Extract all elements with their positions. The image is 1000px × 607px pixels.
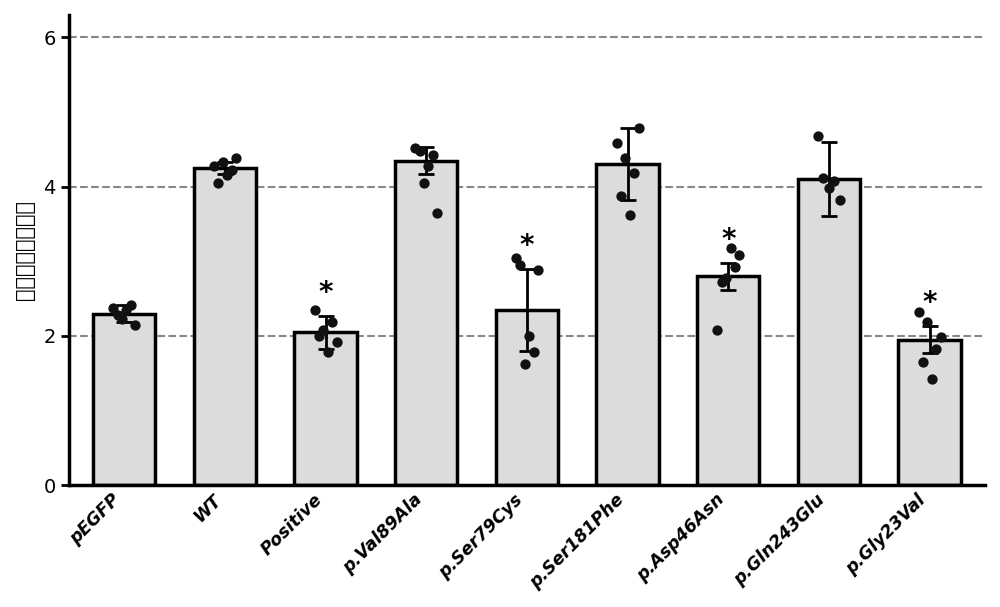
Bar bbox=[395, 160, 457, 485]
Text: *: * bbox=[520, 232, 534, 260]
Bar bbox=[93, 313, 155, 485]
Bar bbox=[496, 310, 558, 485]
Point bbox=[928, 345, 944, 354]
Text: *: * bbox=[318, 279, 333, 307]
Point bbox=[731, 251, 747, 260]
Point bbox=[118, 305, 134, 314]
Point bbox=[919, 317, 935, 327]
Bar bbox=[596, 164, 659, 485]
Point bbox=[933, 333, 949, 342]
Point bbox=[114, 314, 130, 324]
Point bbox=[324, 317, 340, 327]
Point bbox=[329, 337, 345, 347]
Bar bbox=[294, 332, 357, 485]
Point bbox=[517, 359, 533, 369]
Point bbox=[315, 325, 331, 335]
Point bbox=[810, 131, 826, 141]
Point bbox=[821, 183, 837, 193]
Point bbox=[105, 303, 121, 313]
Text: *: * bbox=[721, 226, 736, 254]
Bar bbox=[898, 340, 961, 485]
Bar bbox=[194, 168, 256, 485]
Bar bbox=[798, 179, 860, 485]
Point bbox=[709, 325, 725, 335]
Text: *: * bbox=[922, 290, 937, 317]
Point bbox=[307, 305, 323, 314]
Point bbox=[723, 243, 739, 253]
Point bbox=[206, 161, 222, 171]
Point bbox=[613, 191, 629, 200]
Point bbox=[127, 320, 143, 330]
Point bbox=[228, 154, 244, 163]
Point bbox=[915, 357, 931, 367]
Point bbox=[512, 260, 528, 270]
Point bbox=[412, 146, 428, 155]
Point bbox=[210, 178, 226, 188]
Point bbox=[617, 154, 633, 163]
Point bbox=[311, 331, 327, 341]
Point bbox=[530, 265, 546, 275]
Point bbox=[521, 331, 537, 341]
Bar bbox=[697, 276, 759, 485]
Point bbox=[815, 173, 831, 183]
Point bbox=[508, 253, 524, 262]
Point bbox=[714, 277, 730, 287]
Point bbox=[609, 138, 625, 148]
Point bbox=[215, 157, 231, 167]
Point bbox=[622, 210, 638, 220]
Y-axis label: 相对荧光素酶活性: 相对荧光素酶活性 bbox=[15, 200, 35, 300]
Point bbox=[727, 262, 743, 272]
Point bbox=[626, 168, 642, 178]
Point bbox=[924, 375, 940, 384]
Point bbox=[718, 273, 734, 282]
Point bbox=[416, 178, 432, 188]
Point bbox=[224, 165, 240, 175]
Point bbox=[832, 195, 848, 205]
Point bbox=[826, 176, 842, 186]
Point bbox=[110, 310, 126, 320]
Point bbox=[631, 124, 647, 134]
Point bbox=[123, 300, 139, 310]
Point bbox=[320, 347, 336, 357]
Point bbox=[429, 208, 445, 218]
Point bbox=[219, 171, 235, 180]
Point bbox=[420, 161, 436, 171]
Point bbox=[911, 307, 927, 317]
Point bbox=[407, 143, 423, 153]
Point bbox=[425, 151, 441, 160]
Point bbox=[526, 347, 542, 357]
